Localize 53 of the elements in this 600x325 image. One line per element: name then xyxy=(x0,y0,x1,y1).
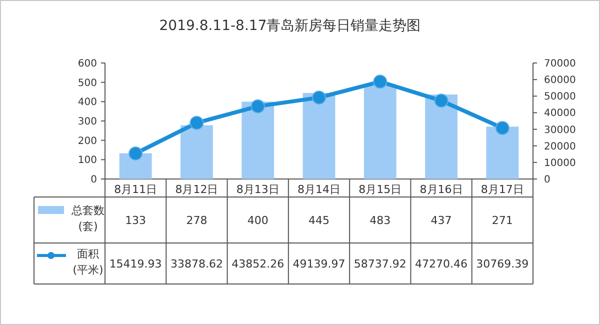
data-label: 437 xyxy=(430,214,452,227)
y2-tick-label: 10000 xyxy=(544,158,576,169)
data-label: 483 xyxy=(370,214,391,227)
data-label: 400 xyxy=(247,214,268,227)
data-label: 271 xyxy=(492,214,513,227)
x-tick-label: 8月16日 xyxy=(420,183,463,196)
point xyxy=(128,146,143,160)
y2-tick-label: 30000 xyxy=(544,124,576,136)
bar xyxy=(486,126,519,179)
data-label: 15419.93 xyxy=(109,258,162,270)
x-tick-label: 8月11日 xyxy=(114,183,158,196)
y-tick-label: 400 xyxy=(78,97,97,108)
x-tick-label: 8月15日 xyxy=(358,183,402,196)
bar xyxy=(119,153,152,179)
title: 2019.8.11-8.17青岛新房每日销量走势图 xyxy=(159,18,421,34)
point xyxy=(250,99,265,114)
bar xyxy=(302,92,336,179)
y-tick-label: 300 xyxy=(78,116,97,128)
bar xyxy=(425,94,458,179)
data-label: 33878.62 xyxy=(170,258,223,270)
legend-label: 面积 (平米) xyxy=(72,248,104,276)
y2-tick-label: 20000 xyxy=(544,141,576,152)
x-tick-label: 8月13日 xyxy=(236,183,280,196)
y-tick-label: 200 xyxy=(78,136,97,147)
y2-tick-label: 0 xyxy=(544,174,550,186)
y2-tick-label: 70000 xyxy=(544,58,576,70)
y2-tick-label: 50000 xyxy=(544,92,576,103)
data-label: 43852.26 xyxy=(232,258,284,270)
x-tick-label: 8月17日 xyxy=(480,183,524,196)
data-label: 58737.92 xyxy=(354,258,406,270)
y2-tick-label: 40000 xyxy=(544,108,576,120)
point xyxy=(190,116,204,130)
point xyxy=(373,74,388,89)
data-label: 278 xyxy=(186,214,208,227)
data-label: 445 xyxy=(308,214,330,227)
data-label: 133 xyxy=(125,214,146,227)
x-tick-label: 8月12日 xyxy=(175,183,218,196)
x-tick-label: 8月14日 xyxy=(298,183,340,196)
data-label: 49139.97 xyxy=(292,258,346,270)
data-label: 47270.46 xyxy=(415,258,468,270)
legend-label: 总套数 (套) xyxy=(70,204,104,233)
bar xyxy=(180,125,213,179)
bar xyxy=(242,102,274,179)
y-tick-label: 500 xyxy=(78,78,97,89)
point xyxy=(434,94,448,108)
point xyxy=(312,90,326,105)
data-label: 30769.39 xyxy=(476,258,529,270)
bar xyxy=(364,86,396,179)
y2-tick-label: 60000 xyxy=(544,75,576,86)
y-tick-label: 100 xyxy=(78,155,97,166)
y-tick-label: 600 xyxy=(78,58,97,70)
point xyxy=(495,121,510,136)
y-tick-label: 0 xyxy=(90,174,97,186)
